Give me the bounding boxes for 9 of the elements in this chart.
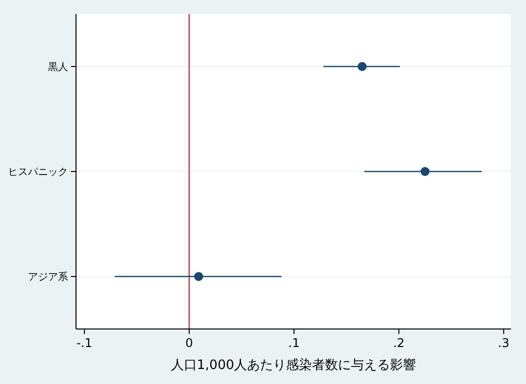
x-tick-label: -.1 (76, 336, 92, 350)
y-tick-label: アジア系 (28, 271, 68, 283)
y-tick-label: 黒人 (48, 62, 68, 73)
x-tick-label: .2 (393, 336, 405, 350)
y-tick-label: ヒスパニック (8, 167, 68, 178)
x-tick-label: .3 (498, 336, 510, 350)
x-axis-title: 人口1,000人あたり感染者数に与える影響 (170, 358, 416, 373)
x-tick-label: .1 (288, 336, 300, 350)
x-tick-label: 0 (185, 336, 194, 350)
